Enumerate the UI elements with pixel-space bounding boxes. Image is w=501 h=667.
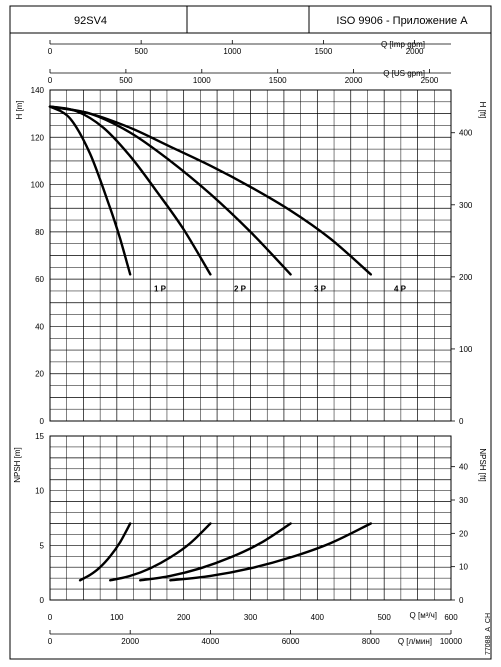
bottom-axis-tick-label: 0 [48,637,53,646]
bottom-axis-tick-label: 8000 [362,637,380,646]
bottom-axis-tick-label: 6000 [282,637,300,646]
bottom-axis-label: Q [л/мин] [398,637,432,646]
header-standard: ISO 9906 - Приложение A [336,15,468,27]
head-y-tick-label: 140 [31,86,45,95]
head-series-label: 4 P [394,284,407,293]
npsh-ft-tick-label: 0 [459,596,464,605]
npsh-ft-tick-label: 30 [459,496,468,505]
bottom-axis-tick-label: 2000 [121,637,139,646]
head-ylabel-right: H [ft] [478,102,487,119]
head-series-label: 1 P [154,284,167,293]
top-axis-1-tick-label: 2000 [345,76,363,85]
top-axis-1-tick-label: 1500 [269,76,287,85]
head-series-label: 2 P [234,284,247,293]
npsh-curve-1p [78,522,132,582]
x-tick-label-last: 600 [444,613,458,622]
top-axis-0-tick-label: 0 [48,47,53,56]
head-y-tick-label: 20 [35,370,44,379]
x-tick-label: 400 [311,613,325,622]
head-ft-tick-label: 100 [459,345,473,354]
top-axis-1-tick-label: 500 [119,76,133,85]
top-axis-1-label: Q [US gpm] [383,69,425,78]
npsh-curve-3p [139,522,292,582]
npsh-chart: 0 5 10 15 NPSH [m] 0 10 20 30 40 NPSH [ft] 0 100 200 3… [13,432,487,646]
npsh-ft-tick-label: 10 [459,563,468,572]
head-plot-frame [49,89,452,422]
x-axis-label: Q [м³/ч] [410,611,437,620]
bottom-axis-tick-label: 4000 [201,637,219,646]
head-ft-tick-label: 0 [459,417,464,426]
head-ft-tick-label: 300 [459,201,473,210]
x-tick-label: 500 [377,613,391,622]
head-ft-tick-label: 400 [459,129,473,138]
x-tick-label: 100 [110,613,124,622]
head-ylabel-left: H [m] [15,100,24,119]
top-axis-0-label: Q [Imp gpm] [381,40,425,49]
npsh-ylabel-left: NPSH [m] [13,447,22,483]
npsh-ft-tick-label: 40 [459,463,468,472]
head-y-tick-label: 0 [40,417,45,426]
header-model: 92SV4 [74,15,107,27]
npsh-ft-tick-label: 20 [459,529,468,538]
sheet-frame [9,32,492,660]
npsh-y-tick-label: 5 [40,541,45,550]
top-axis-0-tick-label: 2000 [406,47,424,56]
top-axis-1-tick-label: 0 [48,76,53,85]
drawing-code: 77088_A_CH [485,613,492,655]
top-axis-0-tick-label: 1500 [315,47,333,56]
npsh-y-tick-label: 0 [40,596,45,605]
bottom-axis-tick-label: 10000 [440,637,463,646]
x-tick-label: 200 [177,613,191,622]
npsh-curve-4p [169,522,372,582]
npsh-curve-2p [109,522,212,582]
npsh-plot-frame [49,435,452,601]
x-tick-label: 0 [48,613,53,622]
top-axis-0-tick-label: 1000 [223,47,241,56]
head-curve-1p [48,105,132,276]
head-curve-4p [48,105,372,276]
top-axis-1-tick-label: 2500 [421,76,439,85]
head-y-tick-label: 60 [35,275,44,284]
head-y-tick-label: 100 [31,181,45,190]
top-axis-0-tick-label: 500 [134,47,148,56]
head-series-label: 3 P [314,284,327,293]
head-y-tick-label: 40 [35,322,44,331]
npsh-ylabel-right: NPSH [ft] [478,448,487,481]
head-y-tick-label: 120 [31,133,45,142]
npsh-y-tick-label: 10 [35,487,44,496]
x-tick-label: 300 [244,613,258,622]
npsh-y-tick-label: 15 [35,432,44,441]
head-y-tick-label: 80 [35,228,44,237]
top-axis-1-tick-label: 1000 [193,76,211,85]
head-ft-tick-label: 200 [459,273,473,282]
